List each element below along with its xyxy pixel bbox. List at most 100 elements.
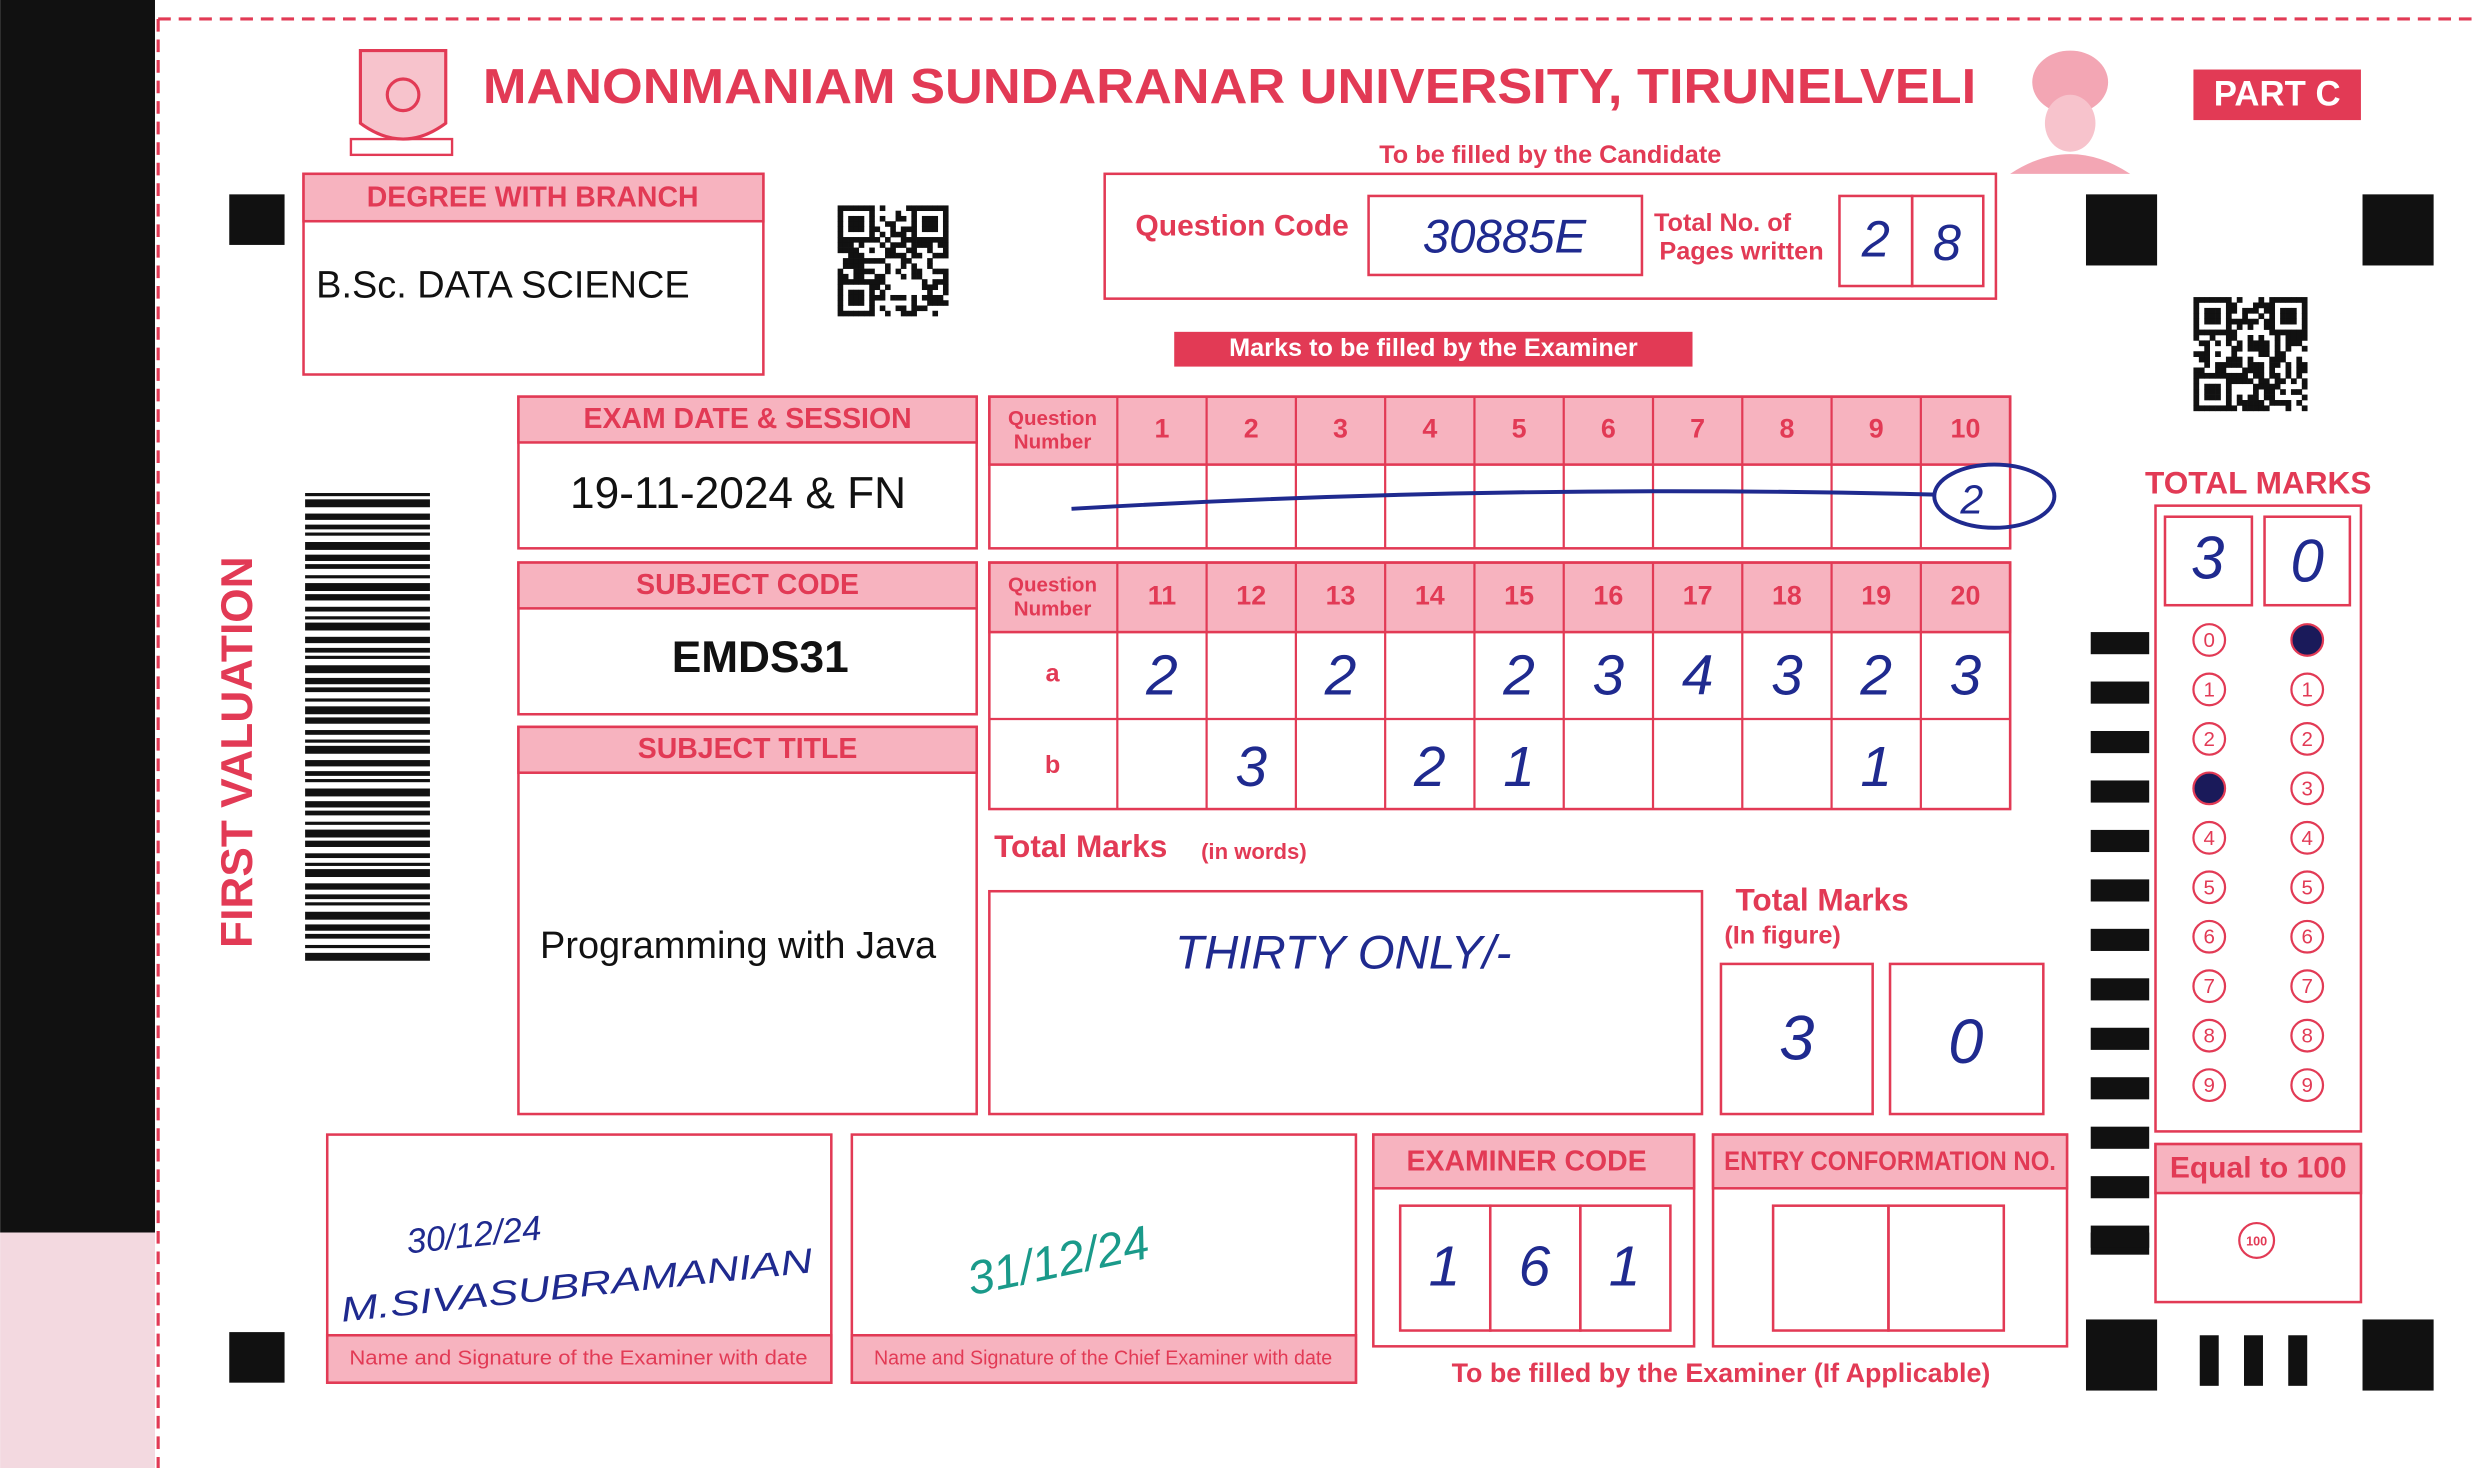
qr-cell bbox=[921, 226, 928, 233]
timing-mark bbox=[2090, 1225, 2150, 1248]
qr-cell bbox=[900, 310, 907, 317]
qr-cell bbox=[869, 279, 875, 285]
qr-cell bbox=[2285, 307, 2292, 314]
qr-cell bbox=[2247, 307, 2254, 314]
qr-cell bbox=[2285, 345, 2292, 352]
qr-cell bbox=[853, 273, 860, 280]
qr-cell bbox=[2290, 297, 2297, 303]
qr-cell bbox=[2209, 335, 2216, 341]
qr-cell bbox=[2193, 367, 2200, 374]
label: Question bbox=[1008, 407, 1097, 430]
handwriting: 2 bbox=[1959, 476, 1983, 522]
qr-cell bbox=[900, 226, 907, 233]
qr-cell bbox=[2296, 329, 2303, 336]
qr-cell bbox=[848, 252, 854, 259]
qr-cell bbox=[2242, 318, 2248, 325]
qr-cell bbox=[2242, 367, 2248, 374]
qr-cell bbox=[2301, 378, 2308, 385]
qr-cell bbox=[2220, 329, 2227, 336]
qr-cell bbox=[911, 205, 917, 212]
qr-cell bbox=[2263, 307, 2270, 314]
qr-cell bbox=[911, 263, 917, 269]
qr-cell bbox=[927, 237, 933, 243]
qr-cell bbox=[895, 210, 902, 217]
qr-cell bbox=[842, 258, 849, 264]
qr-cell bbox=[921, 284, 928, 291]
qr-cell bbox=[837, 284, 844, 291]
bubble bbox=[2192, 969, 2227, 1004]
handwriting: 3 bbox=[1235, 736, 1267, 799]
qr-cell bbox=[942, 205, 949, 212]
qr-cell bbox=[2204, 340, 2211, 347]
bubble bbox=[2290, 672, 2325, 707]
qr-cell bbox=[927, 215, 933, 222]
scan-edge bbox=[0, 0, 155, 1233]
total-words-box bbox=[988, 889, 1704, 1116]
qr-cell bbox=[2301, 405, 2308, 412]
digit-box bbox=[2163, 515, 2254, 607]
qr-cell bbox=[2215, 405, 2221, 412]
qr-cell bbox=[863, 205, 870, 212]
bubble-label: 6 bbox=[2302, 926, 2313, 949]
qr-cell bbox=[932, 294, 939, 301]
bubble bbox=[2238, 1221, 2276, 1259]
qr-cell bbox=[2263, 340, 2270, 347]
qr-cell bbox=[2274, 372, 2281, 379]
qr-cell bbox=[927, 263, 933, 269]
qr-cell bbox=[842, 273, 849, 280]
handwriting: 0 bbox=[2291, 528, 2324, 595]
qr-cell bbox=[885, 247, 891, 254]
qr-cell bbox=[879, 279, 886, 285]
qr-cell bbox=[885, 252, 891, 259]
qr-cell bbox=[2290, 389, 2297, 395]
qr-cell bbox=[927, 300, 933, 306]
qr-cell bbox=[932, 284, 939, 291]
barcode-bar bbox=[305, 647, 430, 653]
qr-cell bbox=[2280, 318, 2286, 325]
qr-cell bbox=[916, 237, 923, 243]
barcode-bar bbox=[305, 677, 430, 685]
bubble bbox=[2290, 623, 2325, 657]
qr-cell bbox=[2269, 389, 2276, 395]
qr-cell bbox=[2193, 351, 2200, 357]
qr-cell bbox=[906, 258, 912, 264]
qr-cell bbox=[848, 263, 854, 269]
qr-cell bbox=[869, 237, 875, 243]
qr-cell bbox=[848, 258, 854, 264]
qr-cell bbox=[2301, 297, 2308, 303]
qr-cell bbox=[911, 226, 917, 233]
handwriting: 1 bbox=[1860, 736, 1892, 799]
bubble-label: 2 bbox=[2204, 728, 2215, 751]
barcode-bar bbox=[305, 944, 430, 949]
qr-cell bbox=[2296, 400, 2303, 406]
scan-edge bbox=[0, 1232, 155, 1468]
label: 6 bbox=[1601, 414, 1616, 444]
digit-box bbox=[2263, 515, 2352, 607]
qr-cell bbox=[2242, 313, 2248, 320]
barcode-bar bbox=[305, 840, 430, 847]
qr-cell bbox=[2263, 389, 2270, 395]
bubble-label: 9 bbox=[2302, 1074, 2313, 1097]
qr-cell bbox=[2225, 372, 2232, 379]
qr-cell bbox=[837, 205, 844, 212]
label: (in words) bbox=[1201, 839, 1307, 864]
qr-cell bbox=[879, 242, 886, 248]
qr-cell bbox=[2220, 367, 2227, 374]
qr-cell bbox=[916, 252, 923, 259]
qr-cell bbox=[2253, 362, 2259, 368]
qr-cell bbox=[2253, 400, 2259, 406]
qr-cell bbox=[2225, 378, 2232, 385]
timing-mark bbox=[2090, 730, 2150, 754]
bubble-label: 4 bbox=[2302, 827, 2313, 850]
qr-cell bbox=[2253, 389, 2259, 395]
bubble-label: 3 bbox=[2302, 777, 2313, 800]
qr-cell bbox=[2193, 307, 2200, 314]
qr-cell bbox=[2247, 378, 2254, 385]
qr-cell bbox=[842, 205, 849, 212]
qr-cell bbox=[2209, 329, 2216, 336]
qr-cell bbox=[2301, 302, 2308, 309]
qr-cell bbox=[879, 215, 886, 222]
qr-cell bbox=[2258, 351, 2265, 357]
qr-cell bbox=[2296, 335, 2303, 341]
qr-cell bbox=[842, 237, 849, 243]
